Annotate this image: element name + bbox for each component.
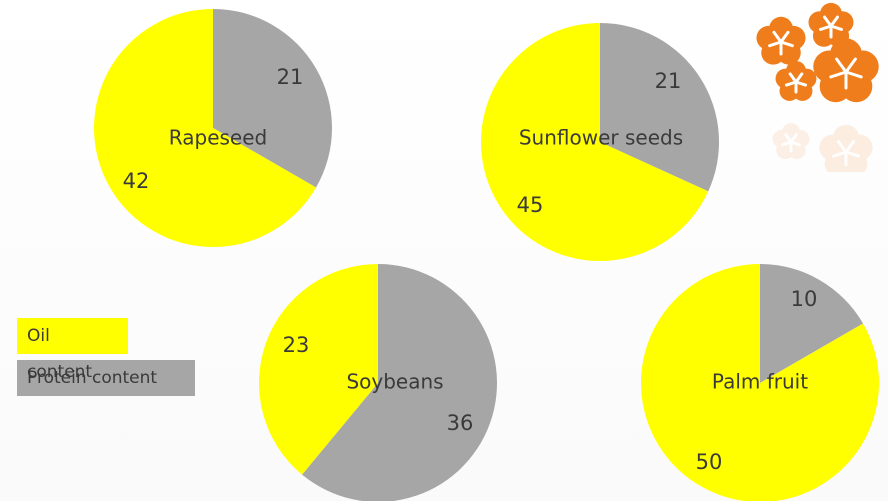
- legend: Oil content Protein content: [17, 318, 195, 402]
- slice-protein-content: [760, 264, 864, 383]
- data-label-oil-content: 50: [696, 450, 723, 474]
- data-label-oil-content: 42: [123, 169, 150, 193]
- data-label-protein-content: 21: [277, 65, 304, 89]
- slice-oil-content: [481, 23, 709, 262]
- pie-rapeseed: 21 42 Rapeseed: [94, 9, 333, 248]
- pie-title: Sunflower seeds: [519, 126, 683, 150]
- flower-logo: [756, 2, 879, 172]
- data-label-oil-content: 45: [517, 193, 544, 217]
- slice-protein-content: [213, 9, 333, 188]
- pie-title: Rapeseed: [169, 126, 267, 150]
- slice-protein-content: [302, 264, 497, 501]
- data-label-protein-content: 21: [655, 69, 682, 93]
- legend-oil-content: Oil content: [17, 318, 128, 382]
- slice-oil-content: [641, 264, 879, 501]
- slice-oil-content: [259, 264, 378, 475]
- pie-title: Soybeans: [346, 370, 443, 394]
- pie-sunflower-seeds: 21 45 Sunflower seeds: [481, 23, 720, 262]
- data-label-protein-content: 10: [791, 287, 818, 311]
- pie-palm-fruit: 10 50 Palm fruit: [641, 264, 879, 501]
- legend-protein-content: Protein content: [17, 360, 195, 396]
- pie-soybeans: 36 23 Soybeans: [259, 264, 497, 501]
- data-label-protein-content: 36: [447, 411, 474, 435]
- slice-oil-content: [94, 9, 317, 248]
- slice-protein-content: [600, 23, 720, 192]
- data-label-oil-content: 23: [283, 333, 310, 357]
- pie-title: Palm fruit: [712, 370, 808, 394]
